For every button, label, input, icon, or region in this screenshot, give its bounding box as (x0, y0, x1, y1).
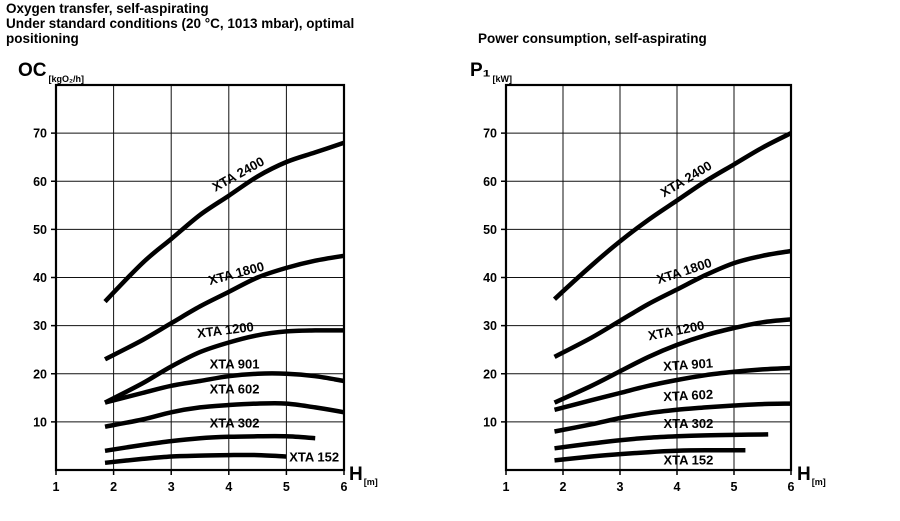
chart-title-power-consumption: Power consumption, self-aspirating (478, 31, 707, 46)
series-line-xta-1800 (553, 248, 792, 359)
series-label: XTA 1800 (207, 259, 266, 288)
x-tick-label: 4 (674, 480, 681, 494)
x-tick-label: 1 (53, 480, 60, 494)
x-tick-label: 2 (560, 480, 567, 494)
series-line-xta-901 (553, 365, 792, 412)
x-tick-label: 2 (110, 480, 117, 494)
x-tick-label: 6 (788, 480, 795, 494)
y-tick-label: 70 (33, 127, 47, 141)
series-label: XTA 152 (663, 453, 713, 468)
series-label: XTA 152 (289, 450, 339, 465)
series-line-xta-152 (104, 452, 287, 466)
y-tick-label: 60 (33, 175, 47, 189)
x-tick-label: 4 (225, 480, 232, 494)
series-line-xta-302 (104, 433, 316, 454)
y-tick-label: 50 (33, 223, 47, 237)
series-line-xta-1200 (553, 317, 792, 405)
series-label: XTA 901 (663, 355, 714, 373)
series-line-xta-602 (104, 400, 345, 429)
y-tick-label: 60 (483, 175, 497, 189)
y-tick-label: 40 (483, 271, 497, 285)
y-tick-label: 20 (33, 367, 47, 381)
y-axis-label: OC [kgO₂/h] (18, 60, 84, 84)
series-line-xta-2400 (552, 131, 793, 301)
y-axis-label: P₁ [kW] (470, 60, 512, 84)
series-label: XTA 901 (210, 357, 260, 372)
x-tick-label: 5 (283, 480, 290, 494)
x-axis-label: H[m] (797, 464, 826, 487)
y-tick-label: 10 (483, 415, 497, 429)
series-label: XTA 302 (210, 416, 260, 431)
series-label: XTA 302 (663, 416, 713, 431)
series-label: XTA 1200 (196, 319, 254, 341)
y-tick-label: 30 (33, 319, 47, 333)
x-tick-label: 3 (168, 480, 175, 494)
y-tick-label: 50 (483, 223, 497, 237)
series-line-xta-602 (554, 401, 792, 434)
series-line-xta-2400 (103, 140, 345, 304)
series-line-xta-1200 (103, 328, 345, 405)
y-tick-label: 20 (483, 367, 497, 381)
y-tick-label: 10 (33, 415, 47, 429)
x-tick-label: 5 (731, 480, 738, 494)
x-tick-label: 3 (617, 480, 624, 494)
series-line-xta-1800 (103, 253, 345, 362)
y-tick-label: 40 (33, 271, 47, 285)
y-tick-label: 30 (483, 319, 497, 333)
x-tick-label: 6 (341, 480, 348, 494)
x-tick-label: 1 (503, 480, 510, 494)
series-line-xta-152 (554, 448, 746, 463)
series-line-xta-901 (104, 371, 345, 405)
series-line-xta-302 (554, 432, 769, 451)
x-axis-label: H[m] (349, 464, 378, 487)
series-label: XTA 602 (663, 387, 714, 405)
series-label: XTA 602 (210, 382, 260, 397)
chart-title-oxygen-transfer: Oxygen transfer, self-aspirating Under s… (6, 1, 355, 46)
y-tick-label: 70 (483, 127, 497, 141)
series-label: XTA 1800 (655, 255, 714, 287)
